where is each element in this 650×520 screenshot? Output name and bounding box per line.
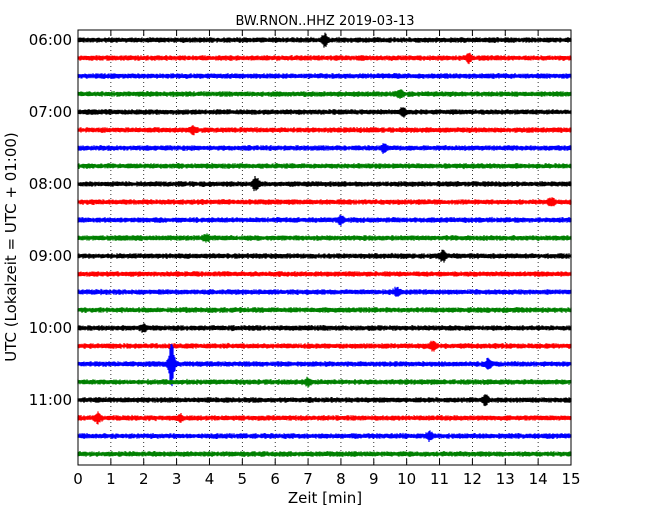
seismic-trace — [77, 340, 572, 352]
seismic-trace — [77, 143, 572, 154]
x-tick-label: 6 — [270, 470, 280, 488]
vertical-grid — [110, 30, 539, 465]
x-tick-label: 14 — [529, 470, 548, 488]
x-tick-label: 1 — [106, 470, 116, 488]
x-tick-label: 4 — [205, 470, 215, 488]
seismic-trace — [77, 430, 572, 442]
seismic-trace — [77, 73, 572, 80]
x-tick-label: 15 — [561, 470, 580, 488]
seismic-trace — [77, 306, 572, 314]
x-tick-label: 2 — [139, 470, 149, 488]
y-tick-label: 07:00 — [29, 103, 72, 121]
seismic-trace — [77, 394, 572, 407]
seismic-trace — [77, 411, 572, 425]
x-tick-label: 5 — [238, 470, 248, 488]
y-tick-label: 06:00 — [29, 31, 72, 49]
seismic-trace — [77, 107, 572, 118]
seismic-trace — [77, 376, 572, 388]
chart-title: BW.RNON..HHZ 2019-03-13 — [235, 14, 414, 29]
x-tick-label: 9 — [369, 470, 379, 488]
x-tick-label: 0 — [73, 470, 83, 488]
seismic-trace — [77, 176, 572, 192]
plot-frame — [77, 29, 572, 466]
y-axis-label: UTC (Lokalzeit = UTC + 01:00) — [2, 132, 20, 362]
seismic-trace — [77, 52, 572, 65]
seismic-trace — [77, 451, 572, 457]
x-tick-label: 11 — [430, 470, 449, 488]
seismic-trace — [77, 162, 572, 170]
seismic-trace — [77, 32, 572, 48]
seismic-trace — [77, 249, 572, 263]
y-tick-label: 11:00 — [29, 391, 72, 409]
x-tick-label: 8 — [336, 470, 346, 488]
y-tick-label: 10:00 — [29, 319, 72, 337]
seismic-trace — [77, 125, 572, 136]
y-tick-label: 08:00 — [29, 175, 72, 193]
seismic-trace — [77, 214, 572, 226]
y-tick-label: 09:00 — [29, 247, 72, 265]
x-tick-label: 12 — [463, 470, 482, 488]
x-tick-label: 3 — [172, 470, 182, 488]
seismic-trace — [77, 89, 572, 99]
y-axis: 06:00 07:00 08:00 09:00 10:00 11:00 — [29, 31, 571, 409]
seismic-trace — [77, 271, 572, 277]
x-tick-label: 10 — [397, 470, 416, 488]
trace-group — [77, 32, 572, 457]
x-axis: 0 1 2 3 4 5 6 7 8 9 10 11 12 13 14 15 — [73, 30, 581, 488]
seismic-trace — [77, 286, 572, 297]
seismic-trace — [77, 197, 572, 207]
x-tick-label: 13 — [496, 470, 515, 488]
seismic-trace — [77, 233, 572, 243]
x-tick-label: 7 — [303, 470, 313, 488]
seismic-trace — [77, 323, 572, 333]
x-axis-label: Zeit [min] — [288, 489, 362, 507]
